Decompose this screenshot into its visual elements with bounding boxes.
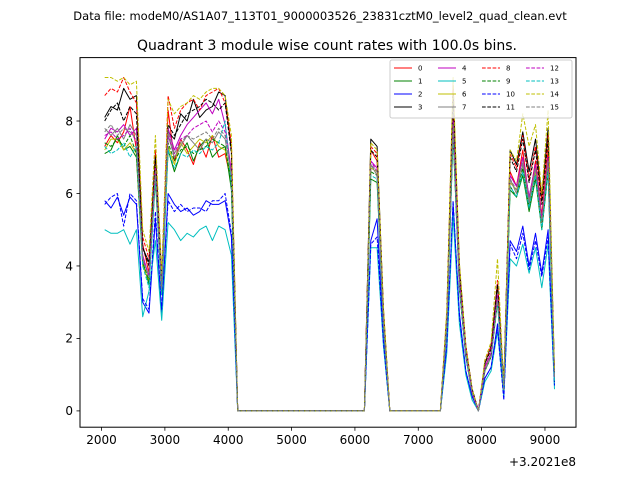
legend-label-1: 1 xyxy=(418,78,422,86)
legend-label-8: 8 xyxy=(506,65,510,73)
x-tick-label: 2000 xyxy=(86,433,117,447)
legend-label-3: 3 xyxy=(418,104,422,112)
legend-label-14: 14 xyxy=(550,91,559,99)
legend-label-7: 7 xyxy=(462,104,466,112)
x-tick-label: 4000 xyxy=(213,433,244,447)
series-layer xyxy=(104,77,555,412)
x-tick-label: 9000 xyxy=(530,433,561,447)
plot-frame xyxy=(79,57,577,428)
legend-label-12: 12 xyxy=(550,65,559,73)
y-tick-label: 6 xyxy=(65,187,73,201)
x-tick-label: 8000 xyxy=(466,433,497,447)
legend-box xyxy=(389,59,573,119)
series-line-14 xyxy=(104,77,555,412)
legend-label-2: 2 xyxy=(418,91,422,99)
series-line-15 xyxy=(104,124,555,412)
legend-label-11: 11 xyxy=(506,104,515,112)
y-tick-label: 4 xyxy=(65,259,73,273)
y-tick-label: 2 xyxy=(65,332,73,346)
x-tick-label: 6000 xyxy=(340,433,371,447)
legend-label-0: 0 xyxy=(418,65,422,73)
legend-label-6: 6 xyxy=(462,91,467,99)
y-axis: 0 2 4 6 8 xyxy=(65,114,80,418)
legend-label-9: 9 xyxy=(506,78,510,86)
legend-label-4: 4 xyxy=(462,65,467,73)
x-offset-label: +3.2021e8 xyxy=(509,455,576,469)
x-tick-label: 3000 xyxy=(150,433,181,447)
data-file-label: Data file: modeM0/AS1A07_113T01_90000035… xyxy=(73,9,567,23)
y-tick-label: 8 xyxy=(65,114,73,128)
legend-label-13: 13 xyxy=(550,78,559,86)
legend-label-5: 5 xyxy=(462,78,466,86)
legend-label-15: 15 xyxy=(550,104,559,112)
x-tick-label: 5000 xyxy=(276,433,307,447)
x-axis: 2000 3000 4000 5000 6000 7000 8000 9000 xyxy=(86,427,560,447)
y-tick-label: 0 xyxy=(65,404,73,418)
chart-title: Quadrant 3 module wise count rates with … xyxy=(137,38,517,54)
x-tick-label: 7000 xyxy=(403,433,434,447)
legend-label-10: 10 xyxy=(506,91,515,99)
